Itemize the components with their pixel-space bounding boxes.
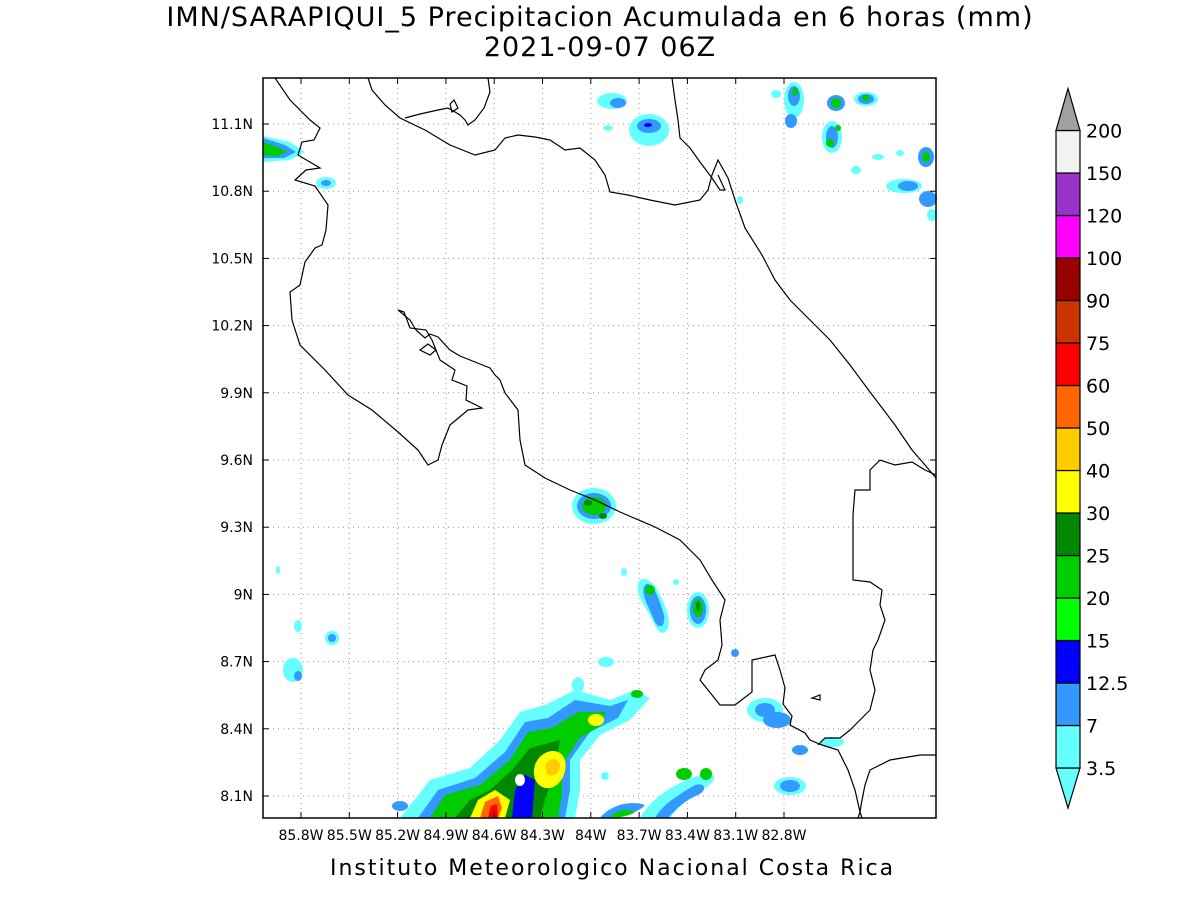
colorbar-segment <box>1055 342 1081 387</box>
colorbar-segment <box>1055 554 1081 599</box>
lat-tick-label: 9N <box>234 587 253 603</box>
colorbar-lower-extension <box>1055 767 1081 811</box>
map-title-line2: 2021-09-07 06Z <box>483 32 717 63</box>
colorbar-label: 30 <box>1086 503 1110 525</box>
colorbar-label: 15 <box>1086 631 1110 653</box>
lon-tick-label: 84.9W <box>423 828 468 844</box>
rain-cells-central <box>572 488 844 795</box>
map-title-line1: IMN/SARAPIQUI_5 Precipitacion Acumulada … <box>166 2 1034 33</box>
colorbar-label: 20 <box>1086 588 1110 610</box>
colorbar-segment <box>1055 724 1081 769</box>
lat-tick-label: 10.5N <box>211 251 253 267</box>
rain-band-southwest <box>392 657 715 818</box>
colorbar-label: 200 <box>1086 121 1122 143</box>
lon-tick-label: 85.2W <box>375 828 420 844</box>
colorbar-segment <box>1055 172 1081 217</box>
lat-tick-label: 9.9N <box>220 386 253 402</box>
colorbar-segment <box>1055 384 1081 429</box>
lat-tick-label: 8.7N <box>220 655 253 671</box>
lon-tick-label: 85.8W <box>278 828 323 844</box>
longitude-ticks: 85.8W 85.5W 85.2W 84.9W 84.6W 84.3W 84W 83.7W 83… <box>278 78 807 844</box>
latitude-ticks: 11.1N 10.8N 10.5N 10.2N 9.9N 9.6N 9.3N 9N 8.7N 8.… <box>211 117 936 805</box>
lon-tick-label: 83.4W <box>665 828 710 844</box>
colorbar-segment <box>1055 257 1081 302</box>
colorbar-segment <box>1055 427 1081 472</box>
colorbar-label: 40 <box>1086 461 1110 483</box>
colorbar-segment <box>1055 639 1081 684</box>
colorbar-label: 150 <box>1086 163 1122 185</box>
map-gridlines <box>263 78 936 818</box>
rain-cells-west <box>263 136 339 682</box>
coastlines <box>274 77 937 819</box>
rain-cells-north <box>597 82 937 221</box>
lon-tick-label: 85.5W <box>327 828 372 844</box>
lon-tick-label: 83.7W <box>617 828 662 844</box>
colorbar-label: 7 <box>1086 716 1098 738</box>
precipitation-colorbar: 3.5 7 12.5 15 20 25 30 40 50 60 75 90 100 120 150 200 <box>1055 86 1128 811</box>
lat-tick-label: 10.2N <box>211 319 253 335</box>
lat-tick-label: 8.1N <box>220 789 253 805</box>
colorbar-segment <box>1055 299 1081 344</box>
colorbar-segment <box>1055 682 1081 727</box>
colorbar-segment <box>1055 597 1081 642</box>
colorbar-label: 75 <box>1086 333 1110 355</box>
lon-tick-label: 84W <box>575 828 607 844</box>
lat-tick-label: 9.6N <box>220 453 253 469</box>
lon-tick-label: 84.3W <box>520 828 565 844</box>
colorbar-label: 90 <box>1086 291 1110 313</box>
precipitation-fields <box>263 82 937 818</box>
lat-tick-label: 8.4N <box>220 722 253 738</box>
institution-footer: Instituto Meteorologico Nacional Costa R… <box>330 856 896 881</box>
colorbar-label: 25 <box>1086 546 1110 568</box>
colorbar-upper-extension <box>1055 86 1081 132</box>
lon-tick-label: 82.8W <box>761 828 806 844</box>
colorbar-label: 120 <box>1086 206 1122 228</box>
lat-tick-label: 9.3N <box>220 520 253 536</box>
lon-tick-label: 84.6W <box>472 828 517 844</box>
colorbar-segment <box>1055 129 1081 174</box>
lat-tick-label: 10.8N <box>211 184 253 200</box>
map-frame <box>262 77 937 819</box>
colorbar-label: 60 <box>1086 376 1110 398</box>
colorbar-label: 100 <box>1086 248 1122 270</box>
colorbar-segment <box>1055 214 1081 259</box>
colorbar-segment <box>1055 469 1081 514</box>
colorbar-segment <box>1055 512 1081 557</box>
colorbar-label: 50 <box>1086 418 1110 440</box>
colorbar-label: 3.5 <box>1086 758 1116 780</box>
colorbar-label: 12.5 <box>1086 673 1128 695</box>
lon-tick-label: 83.1W <box>713 828 758 844</box>
lat-tick-label: 11.1N <box>211 117 253 133</box>
